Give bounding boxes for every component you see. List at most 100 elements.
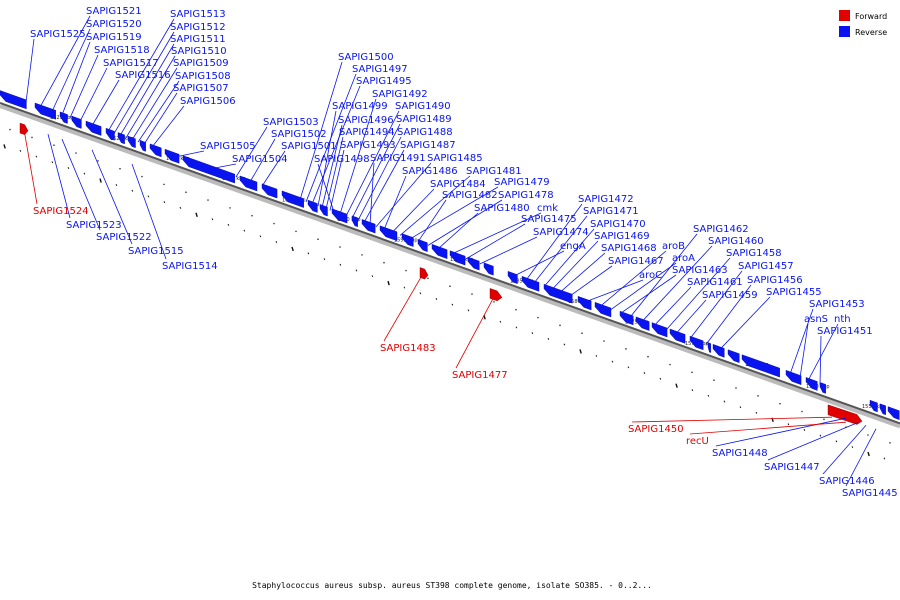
tick-mark [867,451,870,457]
gene-label-sapig1481: SAPIG1481 [466,166,522,177]
tick-mark [755,411,758,414]
tick-mark [787,423,790,426]
tick-mark [147,195,150,198]
leader-line [177,150,205,157]
gene-label-sapig1460: SAPIG1460 [708,236,764,247]
tick-mark [499,320,502,323]
tick-dot [493,301,495,303]
leader-line [357,136,402,221]
leader-line [137,80,180,143]
tick-dot [229,207,231,209]
gene-label-sapig1447: SAPIG1447 [764,462,820,473]
gene-arrow-reverse [361,219,376,234]
leader-line [653,286,692,327]
leader-line [51,28,91,112]
tick-dot [251,214,253,217]
gene-label-cmk: cmk [537,203,558,214]
leader-line [91,79,120,126]
gene-labels: SAPIG1525 SAPIG1521 SAPIG1520 SAPIG1519 SAPI… [23,6,898,499]
leader-line [609,262,677,311]
leader-line [807,323,839,381]
gene-label-sapig1483: SAPIG1483 [380,343,436,354]
tick-dot [339,246,341,248]
scale-tick-label: 1585 kbp [510,279,534,285]
tick-mark [563,343,566,346]
leader-line [409,186,499,240]
gene-arrow-reverse [149,143,162,158]
gene-arrow-reverse [879,403,886,416]
leader-line [79,67,108,122]
leader-line [369,162,375,225]
gene-arrow-reverse [741,354,780,378]
gene-label-sapig1456: SAPIG1456 [747,275,803,286]
gene-label-sapig1459: SAPIG1459 [702,290,758,301]
leader-line [585,279,644,302]
tick-dot [603,340,605,342]
leader-line [465,223,526,260]
gene-label-sapig1499: SAPIG1499 [332,101,388,112]
leader-line [131,163,167,260]
gene-label-sapig1496: SAPIG1496 [338,115,394,126]
tick-dot [31,136,33,139]
gene-label-sapig1515: SAPIG1515 [128,246,184,257]
gene-label-sapig1453: SAPIG1453 [809,299,865,310]
leader-line [351,123,401,219]
leader-line [125,55,176,139]
tick-dot [669,363,671,366]
leader-line [631,416,833,423]
gene-label-arob: aroB [662,241,685,252]
tick-dot [163,183,165,186]
tick-dot [185,191,187,194]
tick-mark [259,235,262,238]
tick-dot [449,285,451,288]
tick-dot [647,355,649,358]
scale-tick-label: 1560 kbp [806,384,830,390]
leader-line [211,163,237,169]
gene-label-sapig1500: SAPIG1500 [338,52,394,63]
gene-arrow-reverse [281,190,304,208]
gene-label-sapig1517: SAPIG1517 [103,58,159,69]
gene-label-sapig1522: SAPIG1522 [96,232,152,243]
leader-line [69,54,99,119]
tick-mark [467,309,470,312]
legend-label-forward: Forward [855,12,887,21]
gene-arrow-reverse [351,215,358,228]
gene-label-sapig1519: SAPIG1519 [86,32,142,43]
gene-arrow-reverse [689,335,704,351]
gene-arrow-reverse [819,382,826,394]
leader-line [329,149,345,211]
leader-line [525,203,583,281]
gene-label-sapig1485: SAPIG1485 [427,153,483,164]
tick-dot [405,269,407,272]
gene-arrow-reverse [139,140,146,152]
gene-arrow-reverse [635,316,650,331]
leader-line [399,175,471,236]
tick-mark [451,303,454,306]
gene-arrow-forward [419,267,429,280]
tick-mark [419,292,422,295]
leader-line [339,98,377,215]
leader-line [641,245,713,322]
leader-line [455,296,495,369]
leader-line [151,105,185,148]
leader-line [451,212,542,255]
tick-dot [823,418,825,421]
gene-label-nth: nth [834,314,851,325]
gene-arrow-reverse [594,302,612,318]
gene-label-sapig1480: SAPIG1480 [474,203,530,214]
legend: Forward Reverse [839,10,887,37]
tick-dot [801,410,803,413]
gene-arrow-reverse [805,377,818,391]
leader-line [437,212,479,250]
leader-line [113,31,175,134]
gene-label-sapig1472: SAPIG1472 [578,194,634,205]
tick-mark [515,326,518,329]
gene-label-sapig1525: SAPIG1525 [30,29,86,40]
tick-mark [179,206,182,209]
leader-line [383,175,407,230]
legend-swatch-reverse [839,26,850,37]
tick-mark [211,218,214,221]
tick-mark [691,389,694,392]
tick-mark [723,400,726,403]
